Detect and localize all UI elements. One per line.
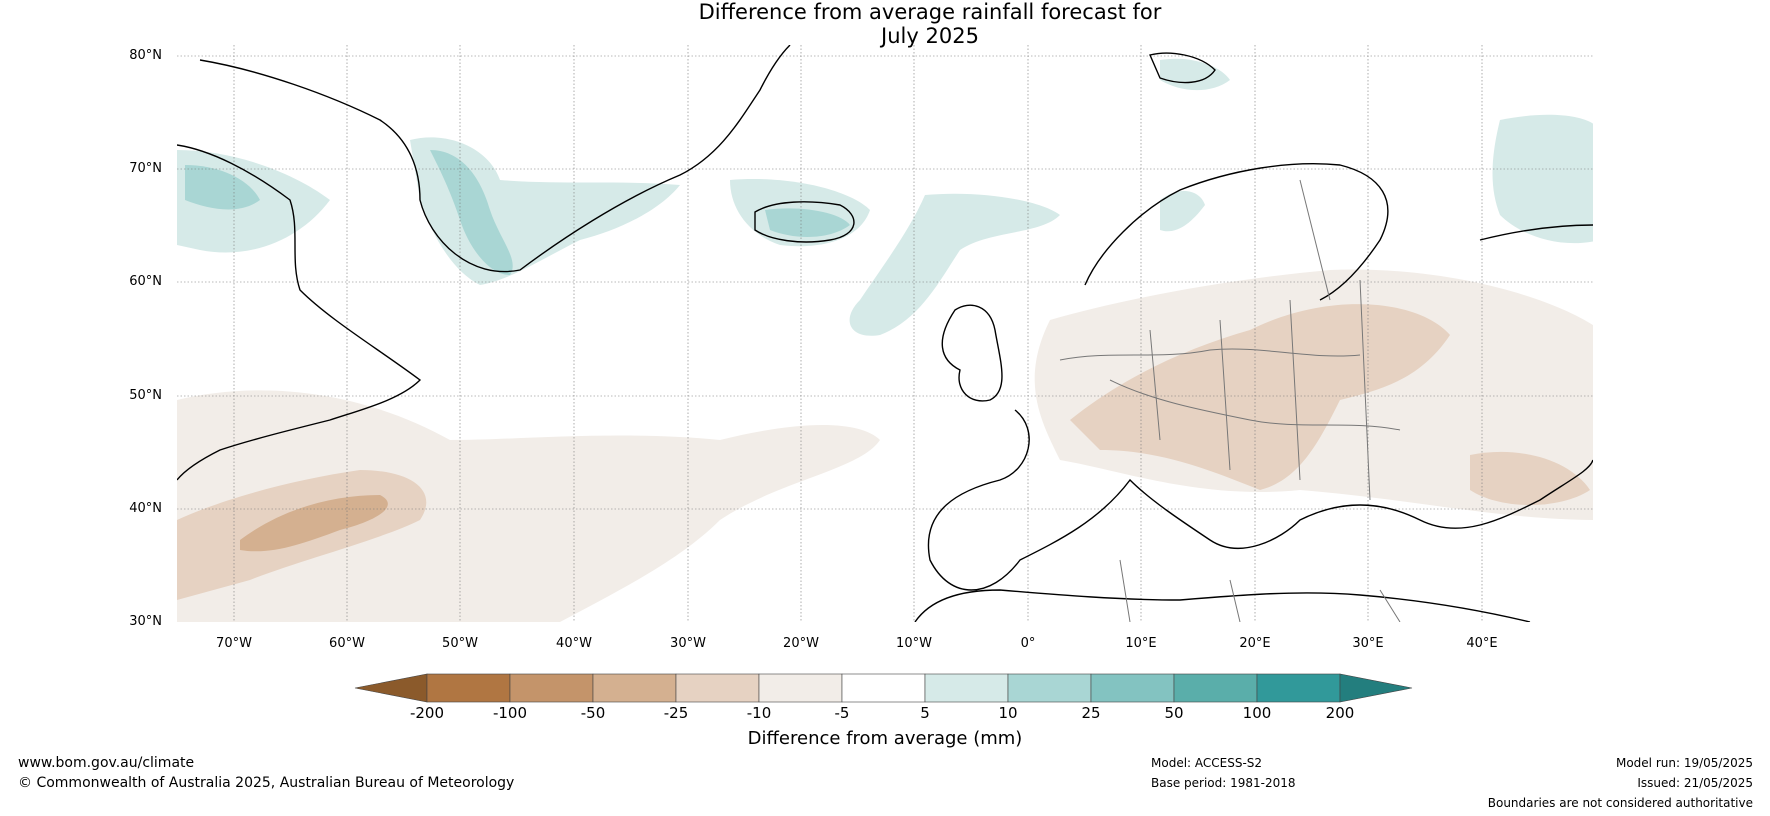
model-name: Model: ACCESS-S2 [1151, 756, 1263, 770]
colorbar-tick: 5 [920, 704, 930, 722]
colorbar-bin [426, 673, 511, 703]
iceland-coast [754, 201, 855, 243]
colorbar-tick: -25 [663, 704, 689, 722]
colorbar-title: Difference from average (mm) [747, 728, 1023, 749]
wet-anomaly-iceland-core [765, 208, 850, 237]
scandinavia-coast [1084, 163, 1389, 301]
colorbar-extend-low [354, 673, 428, 703]
disclaimer: Boundaries are not considered authoritat… [1487, 796, 1753, 810]
coastlines [177, 45, 1593, 622]
model-run: Model run: 19/05/2025 [1615, 756, 1753, 770]
title-line-1: Difference from average rainfall forecas… [698, 0, 1162, 24]
canada-coast [177, 144, 422, 481]
country-borders [1059, 179, 1401, 622]
wet-anomaly-north-atlantic [849, 193, 1060, 336]
colorbar-bin [841, 673, 926, 703]
wet-anomaly-canada-core [185, 165, 260, 210]
anomaly-fields [177, 58, 1593, 622]
colorbar-bin [924, 673, 1009, 703]
lat-tick-80: 80°N [129, 48, 162, 63]
colorbar-tick: -10 [746, 704, 772, 722]
colorbar-bin [1256, 673, 1341, 703]
issued-date: Issued: 21/05/2025 [1637, 776, 1753, 790]
lon-tick-40e: 40°E [1466, 636, 1498, 651]
colorbar-bin [592, 673, 677, 703]
colorbar-tick: 10 [998, 704, 1018, 722]
colorbar-tick: 100 [1242, 704, 1272, 722]
lon-tick-10w: 10°W [896, 636, 932, 651]
lon-tick-50w: 50°W [442, 636, 478, 651]
wet-anomaly-svalbard [1160, 58, 1230, 91]
colorbar-extend-high [1339, 673, 1413, 703]
lon-tick-60w: 60°W [329, 636, 365, 651]
chart-title: Difference from average rainfall forecas… [0, 0, 1770, 48]
lon-tick-20e: 20°E [1239, 636, 1271, 651]
colorbar-bin [509, 673, 594, 703]
colorbar-tick: 25 [1081, 704, 1101, 722]
colorbar [354, 673, 1413, 703]
wet-anomaly-greenland-strong [430, 150, 513, 275]
lon-tick-30w: 30°W [670, 636, 706, 651]
base-period: Base period: 1981-2018 [1151, 776, 1296, 790]
uk-coast [941, 304, 1003, 402]
wet-anomaly-norway [1160, 190, 1205, 232]
lat-tick-60: 60°N [129, 274, 162, 289]
colorbar-tick: -100 [492, 704, 528, 722]
copyright: © Commonwealth of Australia 2025, Austra… [18, 775, 515, 791]
lon-tick-30e: 30°E [1352, 636, 1384, 651]
lon-tick-40w: 40°W [556, 636, 592, 651]
africa-coast [914, 589, 1531, 622]
lon-tick-10e: 10°E [1125, 636, 1157, 651]
graticule [177, 45, 1593, 622]
novaya-coast [1479, 224, 1593, 241]
greenland-coast [199, 45, 791, 273]
lon-tick-70w: 70°W [216, 636, 252, 651]
colorbar-tick: 50 [1164, 704, 1184, 722]
colorbar-bin [1173, 673, 1258, 703]
lat-tick-50: 50°N [129, 388, 162, 403]
lat-tick-40: 40°N [129, 501, 162, 516]
dry-anomaly-europe-strong [1070, 304, 1450, 490]
lat-tick-30: 30°N [129, 614, 162, 629]
colorbar-tick: -200 [409, 704, 445, 722]
dry-anomaly-atlantic [177, 390, 880, 622]
svalbard-coast [1149, 52, 1216, 84]
lon-tick-0: 0° [1020, 636, 1036, 651]
website-link[interactable]: www.bom.gov.au/climate [18, 755, 195, 771]
dry-anomaly-atlantic-core [240, 495, 388, 552]
lon-tick-20w: 20°W [783, 636, 819, 651]
colorbar-bin [675, 673, 760, 703]
wet-anomaly-barents [1492, 114, 1593, 244]
lat-tick-70: 70°N [129, 161, 162, 176]
colorbar-bin [1090, 673, 1175, 703]
colorbar-tick: 200 [1325, 704, 1355, 722]
dry-anomaly-caucasus [1470, 451, 1590, 505]
colorbar-bin [758, 673, 843, 703]
colorbar-bin [1007, 673, 1092, 703]
europe-mainland-coast [927, 409, 1593, 591]
colorbar-tick: -50 [580, 704, 606, 722]
title-line-2: July 2025 [881, 24, 979, 48]
colorbar-tick: -5 [834, 704, 850, 722]
